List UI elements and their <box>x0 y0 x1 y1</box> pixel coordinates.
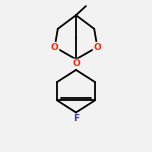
Text: O: O <box>93 43 101 52</box>
Text: O: O <box>51 43 59 52</box>
Text: O: O <box>72 59 80 68</box>
Text: F: F <box>73 114 79 123</box>
